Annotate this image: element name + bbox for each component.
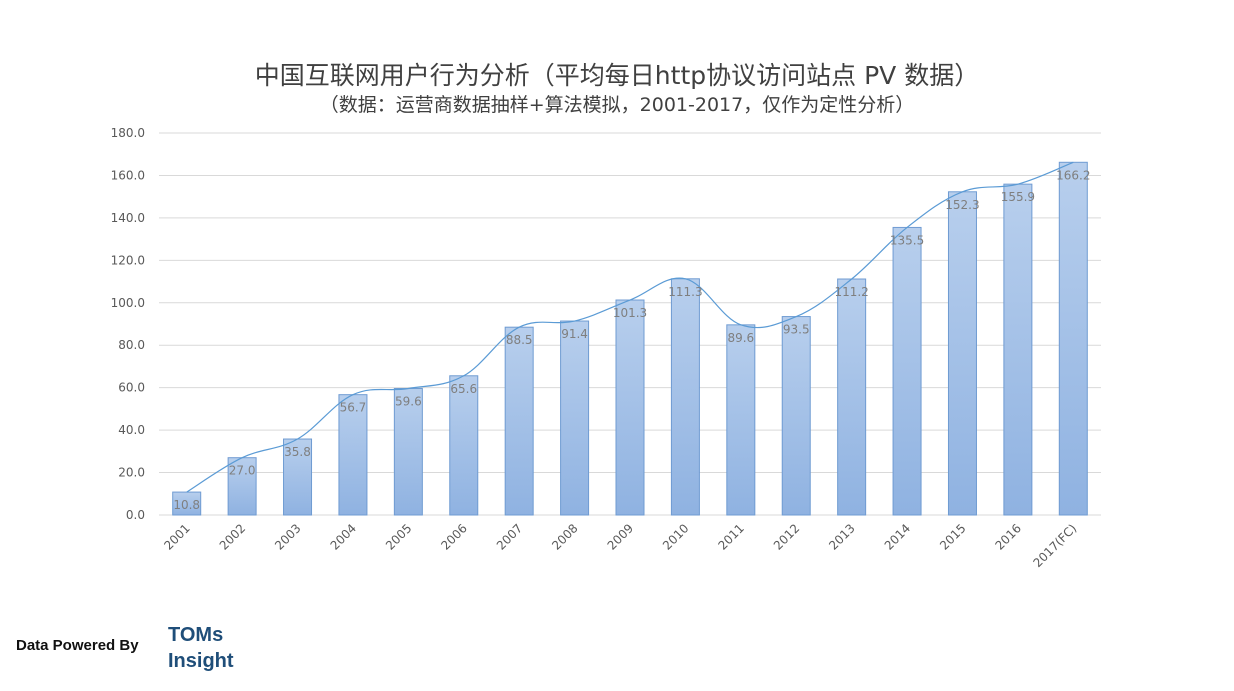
x-tick-label: 2004 bbox=[328, 521, 359, 552]
x-tick-label: 2016 bbox=[993, 521, 1024, 552]
bar bbox=[393, 388, 423, 516]
x-tick-label: 2005 bbox=[383, 521, 414, 552]
bar bbox=[283, 438, 313, 516]
value-label: 10.8 bbox=[173, 498, 200, 512]
value-label: 56.7 bbox=[340, 401, 367, 415]
value-label: 89.6 bbox=[727, 331, 754, 345]
value-label: 155.9 bbox=[1001, 190, 1035, 204]
x-tick-label: 2002 bbox=[217, 521, 248, 552]
bar bbox=[670, 278, 700, 516]
data-powered-by-label: Data Powered By bbox=[16, 637, 139, 654]
bar bbox=[1003, 183, 1033, 516]
bar bbox=[1058, 161, 1088, 516]
value-label: 135.5 bbox=[890, 233, 924, 247]
value-label: 91.4 bbox=[561, 327, 588, 341]
bar bbox=[726, 324, 756, 516]
value-label: 93.5 bbox=[783, 323, 810, 337]
trendline bbox=[186, 161, 1074, 493]
value-label: 101.3 bbox=[613, 306, 647, 320]
x-axis-ticks: 2001 2002 2003 2004 2005 2006 2007 2008 2009 2010… bbox=[161, 521, 1079, 570]
value-label: 88.5 bbox=[506, 333, 533, 347]
y-tick-label: 80.0 bbox=[118, 338, 145, 352]
x-tick-label: 2007 bbox=[494, 521, 525, 552]
x-tick-label: 2017(FC) bbox=[1030, 521, 1079, 570]
x-tick-label: 2013 bbox=[826, 521, 857, 552]
x-tick-label: 2015 bbox=[937, 521, 968, 552]
y-tick-label: 140.0 bbox=[111, 211, 145, 225]
x-tick-label: 2001 bbox=[161, 521, 192, 552]
bar bbox=[504, 326, 534, 516]
value-label: 152.3 bbox=[945, 198, 979, 212]
value-label: 27.0 bbox=[229, 464, 256, 478]
y-tick-label: 120.0 bbox=[111, 253, 145, 267]
bars bbox=[172, 161, 1088, 516]
y-tick-label: 60.0 bbox=[118, 381, 145, 395]
bar bbox=[892, 226, 922, 516]
value-label: 111.3 bbox=[668, 285, 702, 299]
value-label: 166.2 bbox=[1056, 168, 1090, 182]
y-tick-label: 20.0 bbox=[118, 466, 145, 480]
chart-subtitle: （数据：运营商数据抽样+算法模拟，2001-2017，仅作为定性分析） bbox=[319, 94, 915, 116]
brand-line-1: TOMs bbox=[168, 624, 224, 646]
value-label: 111.2 bbox=[834, 285, 868, 299]
y-tick-label: 40.0 bbox=[118, 423, 145, 437]
value-labels: 10.8 27.0 35.8 56.7 59.6 65.6 88.5 91.4 101.3 111… bbox=[173, 168, 1090, 512]
y-tick-label: 100.0 bbox=[111, 296, 145, 310]
trendline-layer bbox=[186, 161, 1074, 493]
bar bbox=[560, 320, 590, 516]
x-tick-label: 2010 bbox=[660, 521, 691, 552]
bar bbox=[615, 299, 645, 516]
value-label: 65.6 bbox=[450, 382, 477, 396]
bar bbox=[947, 191, 977, 516]
y-tick-label: 160.0 bbox=[111, 168, 145, 182]
bar bbox=[837, 278, 867, 516]
y-tick-label: 0.0 bbox=[126, 508, 145, 522]
value-label: 59.6 bbox=[395, 395, 422, 409]
y-tick-label: 180.0 bbox=[111, 126, 145, 140]
brand-logo: TOMs Insight bbox=[168, 622, 234, 674]
x-tick-label: 2014 bbox=[882, 521, 913, 552]
x-tick-label: 2009 bbox=[605, 521, 636, 552]
y-axis-ticks: 0.0 20.0 40.0 60.0 80.0 100.0 120.0 140.0 160.0 1… bbox=[111, 126, 145, 522]
value-label: 35.8 bbox=[284, 445, 311, 459]
x-tick-label: 2008 bbox=[549, 521, 580, 552]
bar bbox=[449, 375, 479, 516]
brand-line-2: Insight bbox=[168, 650, 234, 672]
chart-title: 中国互联网用户行为分析（平均每日http协议访问站点 PV 数据） bbox=[254, 61, 980, 90]
x-tick-label: 2011 bbox=[715, 521, 746, 552]
bar bbox=[781, 316, 811, 516]
x-tick-label: 2012 bbox=[771, 521, 802, 552]
x-tick-label: 2006 bbox=[438, 521, 469, 552]
x-tick-label: 2003 bbox=[272, 521, 303, 552]
